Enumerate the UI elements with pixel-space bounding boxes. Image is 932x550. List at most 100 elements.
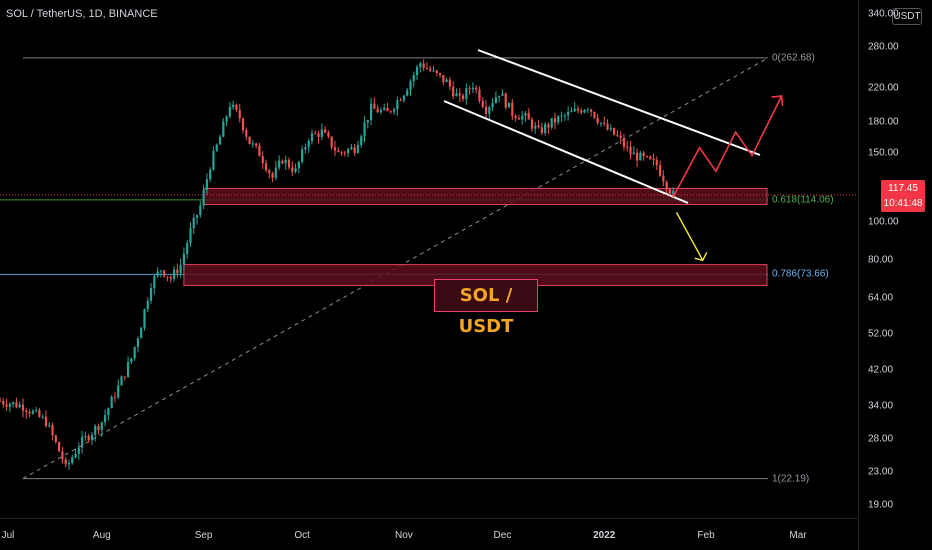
candle-body bbox=[622, 138, 626, 147]
channel-upper-line bbox=[477, 49, 761, 156]
candle-body bbox=[346, 149, 350, 154]
candle-body bbox=[281, 160, 284, 164]
candle-body bbox=[330, 136, 333, 148]
candle-body bbox=[530, 119, 534, 129]
candle-body bbox=[629, 146, 632, 155]
last-price-value: 117.45 bbox=[888, 183, 918, 194]
candle-body bbox=[74, 453, 77, 458]
candle-body bbox=[41, 416, 44, 418]
candle-body bbox=[172, 269, 176, 279]
candle-body bbox=[468, 88, 471, 90]
candle-body bbox=[320, 129, 323, 137]
candle-body bbox=[25, 410, 28, 413]
candle-body bbox=[0, 401, 2, 403]
candle-body bbox=[448, 79, 452, 87]
candle-body bbox=[665, 181, 668, 190]
candle-body bbox=[356, 145, 360, 153]
bullish-arrow-head bbox=[771, 95, 784, 107]
candle-body bbox=[383, 107, 386, 110]
candle-body bbox=[159, 270, 163, 272]
candle-body bbox=[353, 147, 356, 153]
candle-body bbox=[54, 435, 57, 443]
price-tick-label: 64.00 bbox=[868, 292, 894, 304]
candle-body bbox=[432, 70, 435, 72]
candle-body bbox=[672, 190, 675, 194]
candle-body bbox=[301, 149, 304, 162]
candle-body bbox=[18, 404, 21, 408]
candle-body bbox=[340, 152, 343, 154]
candle-body bbox=[396, 100, 399, 110]
candle-body bbox=[360, 136, 363, 146]
candle-body bbox=[28, 412, 31, 414]
candle-body bbox=[156, 271, 159, 276]
fib-level-label: 0(262.68) bbox=[772, 52, 815, 64]
symbol-title[interactable]: SOL / TetherUS, 1D, BINANCE bbox=[6, 8, 158, 20]
candle-body bbox=[501, 93, 504, 96]
time-tick-label: Mar bbox=[789, 530, 807, 541]
candle-body bbox=[563, 115, 566, 117]
candle-body bbox=[31, 410, 34, 414]
candle-body bbox=[491, 102, 494, 108]
candle-body bbox=[386, 107, 389, 112]
price-tick-label: 100.00 bbox=[868, 216, 899, 228]
candle-body bbox=[58, 442, 61, 452]
candle-body bbox=[202, 189, 205, 206]
bearish-arrow-head bbox=[694, 251, 708, 262]
candle-body bbox=[133, 346, 136, 359]
candle-body bbox=[547, 124, 550, 128]
candle-body bbox=[478, 89, 481, 101]
fib-level-label: 1(22.19) bbox=[772, 473, 810, 485]
candle-body bbox=[435, 70, 438, 74]
candle-body bbox=[284, 159, 287, 164]
candle-body bbox=[77, 447, 80, 454]
candle-body bbox=[419, 63, 422, 68]
candle-body bbox=[97, 425, 100, 431]
candle-body bbox=[442, 75, 445, 83]
candle-body bbox=[616, 134, 619, 136]
candle-body bbox=[373, 103, 376, 109]
candle-body bbox=[626, 146, 629, 148]
candle-body bbox=[143, 309, 146, 328]
candle-body bbox=[550, 118, 553, 128]
candle-body bbox=[465, 88, 468, 99]
candle-body bbox=[192, 217, 195, 229]
candle-body bbox=[310, 133, 314, 141]
candle-body bbox=[596, 117, 599, 123]
candle-body bbox=[218, 136, 222, 145]
candle-body bbox=[166, 276, 169, 278]
price-tick-label: 42.00 bbox=[868, 364, 894, 376]
candle-body bbox=[481, 100, 484, 107]
candle-body bbox=[363, 122, 366, 137]
candle-body bbox=[606, 123, 609, 130]
candle-body bbox=[274, 167, 277, 178]
candle-body bbox=[169, 277, 172, 279]
time-tick-label: Nov bbox=[395, 530, 413, 541]
candle-body bbox=[238, 109, 241, 119]
candle-body bbox=[612, 127, 616, 135]
price-tick-label: 80.00 bbox=[868, 254, 894, 266]
candle-body bbox=[222, 121, 225, 137]
candle-body bbox=[189, 228, 192, 244]
candle-body bbox=[553, 118, 557, 123]
candle-body bbox=[333, 147, 337, 151]
candle-body bbox=[261, 156, 264, 164]
price-tick-label: 19.00 bbox=[868, 499, 894, 511]
candle-body bbox=[176, 269, 179, 274]
candle-body bbox=[567, 111, 570, 116]
candle-body bbox=[232, 104, 235, 108]
candle-body bbox=[557, 116, 560, 123]
candle-body bbox=[163, 270, 166, 277]
candle-body bbox=[452, 86, 455, 97]
candle-body bbox=[507, 102, 511, 108]
currency-badge[interactable]: USDT bbox=[892, 8, 922, 25]
candle-body bbox=[71, 457, 74, 463]
candle-body bbox=[537, 125, 540, 128]
candle-body bbox=[317, 133, 320, 137]
candle-body bbox=[304, 147, 307, 150]
candle-body bbox=[593, 111, 596, 118]
candle-body bbox=[658, 165, 662, 176]
candle-body bbox=[642, 152, 645, 157]
candle-body bbox=[235, 104, 238, 110]
candle-body bbox=[195, 215, 199, 218]
